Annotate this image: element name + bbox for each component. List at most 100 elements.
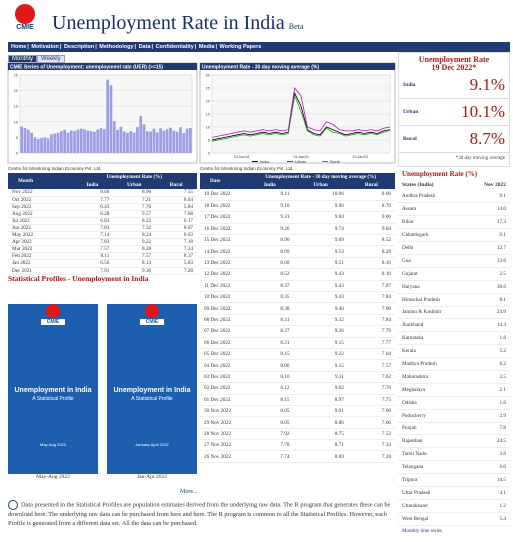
table-cell: 8.31	[280, 316, 290, 323]
beta: Beta	[288, 22, 304, 31]
nav-link[interactable]: Home	[11, 44, 27, 50]
table-cell: 09 Dec 2022	[204, 305, 231, 312]
logo[interactable]: CMIE	[10, 4, 40, 34]
table-cell: 7.34	[381, 442, 391, 449]
table-row: 17 Dec 2022 9.31 9.84 9.06	[200, 212, 395, 224]
table-cell: 27 Nov 2022	[204, 442, 232, 449]
nav-link[interactable]: Working Papers	[219, 44, 262, 50]
table-row: Oct 2022 7.77 7.21 8.04	[8, 196, 197, 204]
bar	[89, 131, 93, 153]
bar	[188, 128, 192, 153]
table-cell: 8.52	[381, 237, 391, 244]
table-row: 03 Dec 2022 8.10 9.11 7.62	[200, 371, 395, 383]
subheader-cell: Rural	[155, 181, 197, 189]
profile[interactable]: CMIE Unemployment in India A Statistical P…	[8, 290, 98, 480]
table-row: 02 Dec 2022 8.12 9.02 7.70	[200, 383, 395, 395]
table-cell: 13.6	[496, 257, 506, 264]
nav-link[interactable]: Confidentiality	[155, 44, 194, 50]
table-cell: 8.16	[381, 260, 391, 267]
bar	[136, 127, 139, 153]
table-row: Sep 2022 6.43 7.70 5.84	[8, 203, 197, 211]
table-cell: West Bengal	[402, 515, 429, 522]
table-cell: 8.04	[183, 196, 193, 203]
line-series	[211, 87, 391, 138]
nav-sep: |	[134, 44, 138, 50]
table-cell: 26 Nov 2022	[204, 453, 232, 460]
table-cell: 8.15	[280, 351, 290, 358]
bar	[20, 126, 24, 153]
table-row: 10 Dec 2022 8.35 9.43 7.84	[200, 292, 395, 303]
table-cell: 9.51	[334, 260, 344, 267]
table-cell: 8.14	[142, 260, 152, 267]
table-row: Odisha 1.6	[398, 396, 510, 410]
table-cell: 8.66	[381, 191, 391, 198]
current-row: Urban 10.1%	[399, 99, 509, 126]
table-cell: Aug 2022	[12, 210, 33, 217]
table-cell: Kerala	[402, 348, 416, 355]
nav-link[interactable]: Description	[63, 44, 95, 50]
bar	[129, 131, 133, 153]
table-cell: 8.60	[280, 260, 290, 267]
table-row: 05 Dec 2022 8.15 9.22 7.64	[200, 348, 395, 360]
bar	[119, 126, 123, 153]
current-value: 10.1%	[461, 102, 505, 121]
table-row: Meghalaya 2.1	[398, 383, 510, 397]
header-cell: Month	[8, 173, 72, 189]
table-row: 09 Dec 2022 8.38 9.40 7.90	[200, 303, 395, 315]
table-cell: 9.15	[334, 339, 344, 346]
logo-text: CMIE	[16, 24, 34, 31]
table-row: Maharashtra 3.5	[398, 370, 510, 384]
table-cell: 8.28	[100, 210, 110, 217]
table-cell: Delhi	[402, 245, 414, 251]
y-tick-label: 10	[206, 125, 211, 130]
profile[interactable]: CMIE Unemployment in India A Statistical P…	[107, 290, 197, 480]
y-tick-label: 20	[206, 99, 211, 104]
table-row: West Bengal 5.4	[398, 512, 510, 526]
table-cell: Haryana	[402, 283, 420, 290]
table-cell: 7.55	[183, 189, 193, 196]
bar	[33, 137, 37, 153]
profile-caption: May-Aug 2022	[36, 474, 70, 480]
table-cell: 8.07	[183, 225, 193, 232]
nav-link[interactable]: Motivation	[31, 44, 59, 50]
table-cell: 7.28	[381, 453, 391, 460]
table-cell: 29 Nov 2022	[204, 419, 232, 426]
cover-period: May-Aug 2022	[39, 442, 66, 447]
bar	[53, 133, 57, 153]
bar	[182, 133, 186, 153]
table-row: Goa 13.6	[398, 254, 510, 268]
table-cell: 9.11	[334, 373, 344, 380]
table-cell: 8.21	[280, 339, 290, 346]
table-cell: 28 Nov 2022	[204, 430, 232, 437]
header-cell: Unemployment Rate (%)	[71, 173, 197, 181]
nav-link[interactable]: Data	[138, 44, 151, 50]
table-cell: 7.90	[381, 305, 391, 312]
nav-sep: |	[95, 44, 99, 50]
nav-link[interactable]: Methodology	[99, 44, 134, 50]
states-link[interactable]: Monthly time series	[402, 528, 442, 534]
table-cell: Rajasthan	[402, 438, 423, 445]
y-tick-label: 10	[14, 119, 19, 124]
table-row: Tamil Nadu 3.8	[398, 448, 510, 461]
nav-bar: Home| Motivation| Description| Methodolo…	[8, 42, 510, 52]
table-cell: 23.9	[496, 309, 506, 316]
bar	[56, 132, 60, 153]
bar	[36, 138, 40, 153]
more-link[interactable]: More...	[180, 489, 198, 495]
table-cell: 8.52	[280, 271, 290, 278]
nav-link[interactable]: Media	[198, 44, 215, 50]
bar	[59, 131, 63, 153]
chart-title-bar	[200, 63, 395, 70]
table-row: 26 Nov 2022 7.74 8.69 7.28	[200, 451, 395, 463]
table-cell: Tamil Nadu	[402, 451, 427, 458]
bar	[96, 129, 100, 153]
header-row: Date Unemployment Rate - 30 day moving av…	[200, 173, 395, 189]
table-cell: 5.4	[499, 515, 506, 522]
subheader-cell: Urban	[293, 181, 348, 189]
nav-sep: |	[194, 44, 198, 50]
current-row: Rural 8.7%	[399, 126, 509, 153]
table-cell: 9.01	[334, 408, 344, 415]
chart-source: Centre for Monitoring Indian Economy Pvt…	[8, 166, 102, 171]
table-cell: 7.92	[280, 430, 290, 437]
